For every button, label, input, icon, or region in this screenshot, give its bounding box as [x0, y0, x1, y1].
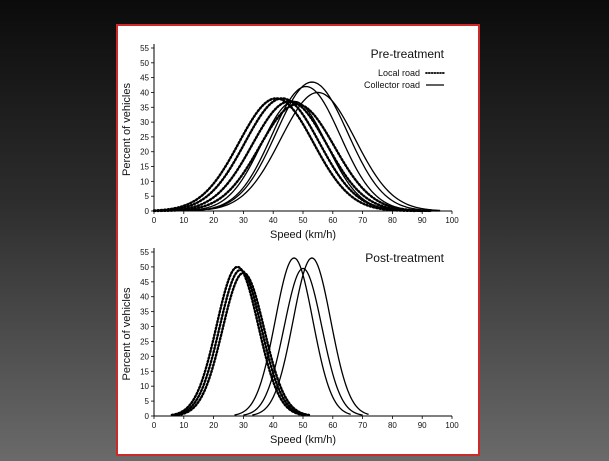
legend-label: Local road	[378, 68, 420, 78]
x-tick-label: 70	[358, 421, 367, 430]
series-line-local-3	[152, 100, 430, 213]
y-tick-label: 20	[140, 148, 149, 157]
x-tick-label: 30	[239, 216, 248, 225]
y-tick-label: 30	[140, 323, 149, 332]
series-line-collector-8	[207, 91, 441, 212]
x-tick-label: 10	[179, 421, 188, 430]
x-tick-label: 20	[209, 216, 218, 225]
y-tick-label: 0	[145, 412, 150, 421]
y-tick-label: 10	[140, 382, 149, 391]
y-tick-label: 20	[140, 352, 149, 361]
x-tick-label: 80	[388, 421, 397, 430]
x-tick-label: 80	[388, 216, 397, 225]
y-tick-label: 40	[140, 293, 149, 302]
y-axis-label: Percent of vehicles	[121, 287, 133, 380]
x-tick-label: 0	[152, 421, 157, 430]
series-line-local-4	[152, 103, 433, 213]
series-line-local-2	[173, 268, 308, 417]
x-tick-label: 10	[179, 216, 188, 225]
x-tick-label: 40	[269, 216, 278, 225]
y-tick-label: 30	[140, 118, 149, 127]
chart-panel-post-treatment: 0 10 20 30 40 50 60 70 80 90 100 0 5 10 15 20 25 30 35 40 45…	[121, 248, 459, 446]
series-line-collector-4	[234, 257, 351, 416]
slide-frame: 0 10 20 30 40 50 60 70 80 90 100 0 5 10 15 20 25 30 35 40 45…	[116, 24, 480, 456]
series-line-collector-7	[198, 81, 441, 212]
y-tick-label: 0	[145, 207, 150, 216]
series-line-local-2	[152, 97, 424, 213]
panel-title: Post-treatment	[365, 251, 444, 265]
y-tick-label: 35	[140, 103, 149, 112]
panel-title: Pre-treatment	[371, 47, 445, 61]
y-tick-label: 45	[140, 278, 149, 287]
series-line-collector-6	[252, 257, 369, 416]
x-tick-label: 30	[239, 421, 248, 430]
chart-figure: 0 10 20 30 40 50 60 70 80 90 100051015202530354045…	[121, 44, 459, 446]
x-tick-label: 0	[152, 216, 157, 225]
y-tick-label: 55	[140, 248, 149, 257]
y-tick-label: 55	[140, 44, 149, 53]
x-tick-label: 50	[299, 216, 308, 225]
y-axis-label: Percent of vehicles	[121, 83, 133, 176]
x-tick-label: 90	[418, 216, 427, 225]
x-tick-label: 60	[328, 216, 337, 225]
series-line-collector-5	[177, 100, 438, 212]
x-tick-label: 100	[445, 421, 459, 430]
x-tick-label: 40	[269, 421, 278, 430]
y-tick-label: 5	[145, 192, 150, 201]
x-tick-label: 60	[328, 421, 337, 430]
x-tick-label: 20	[209, 421, 218, 430]
x-axis-label: Speed (km/h)	[270, 229, 336, 241]
x-tick-label: 50	[299, 421, 308, 430]
y-tick-label: 25	[140, 337, 149, 346]
series-line-local-1	[170, 265, 305, 417]
y-tick-label: 40	[140, 88, 149, 97]
series-line-local-1	[152, 97, 418, 213]
y-tick-label: 10	[140, 177, 149, 186]
y-tick-label: 45	[140, 74, 149, 83]
y-tick-label: 25	[140, 133, 149, 142]
x-tick-label: 90	[418, 421, 427, 430]
series-line-collector-5	[243, 267, 363, 416]
y-tick-label: 15	[140, 367, 149, 376]
chart-panel-pre-treatment: 0 10 20 30 40 50 60 70 80 90 100 0 5 10 15 20 25 30 35 40 45…	[121, 44, 459, 241]
x-tick-label: 70	[358, 216, 367, 225]
series-line-local-3	[176, 271, 311, 417]
x-tick-label: 100	[445, 216, 459, 225]
y-tick-label: 15	[140, 163, 149, 172]
series-line-collector-6	[189, 85, 441, 212]
y-tick-label: 5	[145, 397, 150, 406]
y-tick-label: 35	[140, 308, 149, 317]
y-tick-label: 50	[140, 263, 149, 272]
x-axis-label: Speed (km/h)	[270, 434, 336, 446]
legend-label: Collector road	[364, 80, 420, 90]
y-tick-label: 50	[140, 59, 149, 68]
